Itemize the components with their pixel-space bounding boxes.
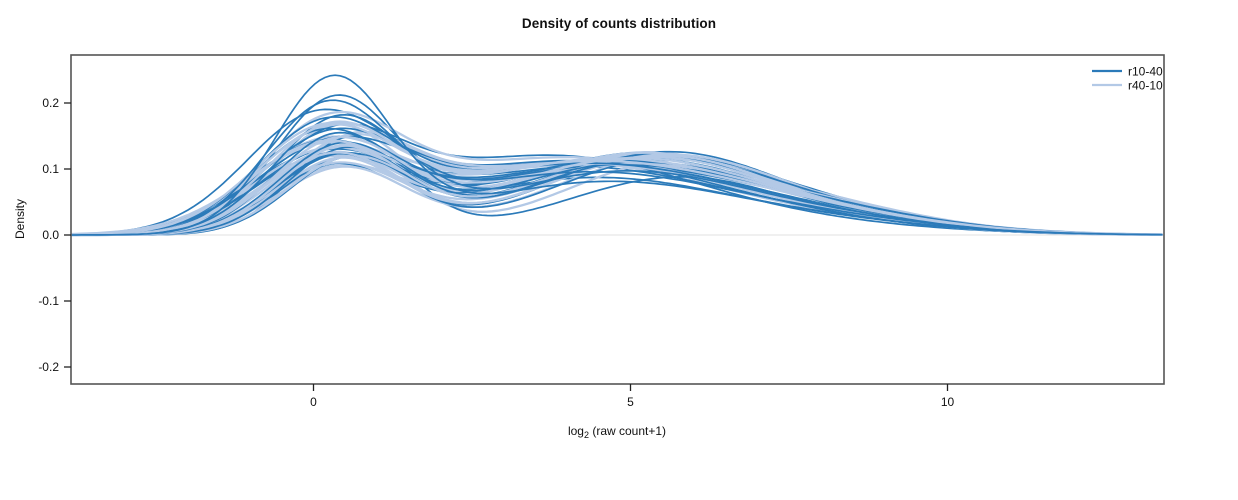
- legend-item-r10-40: r10-40: [1092, 65, 1163, 79]
- legend-item-r40-10: r40-10: [1092, 79, 1163, 93]
- legend-label-r40-10: r40-10: [1128, 79, 1163, 93]
- x-axis-title-rest: (raw count+1): [588, 423, 667, 438]
- y-tick-label: 0.2: [42, 96, 59, 110]
- x-axis-ticks: 0 5 10: [310, 384, 954, 409]
- x-tick-label: 5: [627, 395, 634, 409]
- legend-label-r10-40: r10-40: [1128, 65, 1163, 79]
- curves-layer: [71, 74, 1163, 237]
- y-axis-ticks: 0.2 0.1 0.0 -0.1 -0.2: [38, 96, 71, 374]
- x-axis-title-subscript: 2: [583, 430, 589, 441]
- y-tick-label: -0.2: [38, 360, 59, 374]
- density-curve-r10-40: [71, 74, 1163, 236]
- plot-border: [70, 54, 1165, 385]
- density-curve-r40-10: [71, 120, 1163, 236]
- y-tick-label: 0.0: [42, 228, 59, 242]
- x-axis-title-base: log: [567, 423, 584, 438]
- y-tick-label: 0.1: [42, 162, 59, 176]
- chart-title: Density of counts distribution: [521, 16, 717, 31]
- density-curve-r10-40: [71, 99, 1163, 236]
- legend: r10-40 r40-10: [1092, 65, 1163, 93]
- y-tick-label: -0.1: [38, 294, 59, 308]
- x-axis-title: log2 (raw count+1): [568, 424, 666, 440]
- x-tick-label: 10: [941, 395, 955, 409]
- x-tick-label: 0: [310, 395, 317, 409]
